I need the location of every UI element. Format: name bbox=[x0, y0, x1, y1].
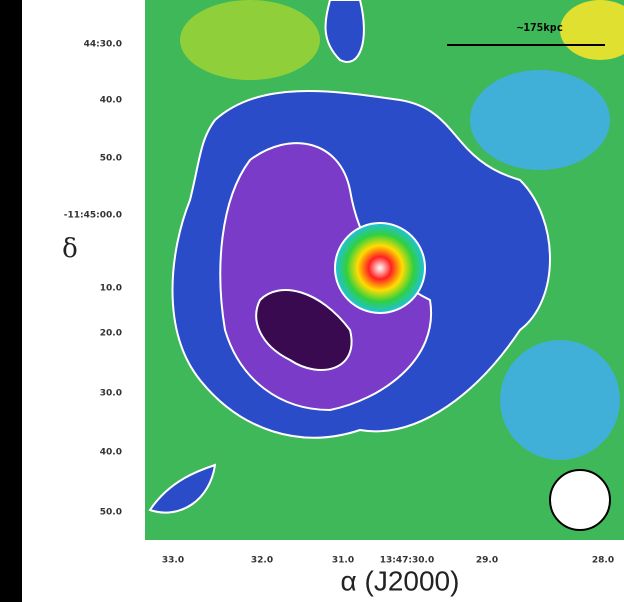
y-ticks: 44:30.0 40.0 50.0 -11:45:00.0 10.0 20.0 30.0 40… bbox=[64, 40, 122, 518]
tick-label: 40.0 bbox=[100, 448, 122, 458]
tick-label: 50.0 bbox=[100, 508, 122, 518]
y-axis-label: δ bbox=[62, 234, 78, 264]
tick-label: 30.0 bbox=[100, 389, 122, 399]
patch bbox=[470, 70, 610, 170]
page: ~175kpc δ α (J2000) 44:30.0 40.0 50.0 -11:4… bbox=[0, 0, 624, 602]
tick-label: 32.0 bbox=[251, 556, 273, 566]
tick-label: 50.0 bbox=[100, 154, 122, 164]
tick-label: 44:30.0 bbox=[84, 40, 122, 50]
tick-label: 40.0 bbox=[100, 96, 122, 106]
tick-label: 33.0 bbox=[162, 556, 184, 566]
beam bbox=[550, 470, 610, 530]
tick-label: 29.0 bbox=[476, 556, 498, 566]
tick-label: 13:47:30.0 bbox=[380, 556, 434, 566]
peak-source bbox=[335, 223, 425, 313]
tick-label: 28.0 bbox=[592, 556, 614, 566]
map-image: ~175kpc bbox=[145, 0, 624, 540]
figure: ~175kpc δ α (J2000) 44:30.0 40.0 50.0 -11:4… bbox=[0, 0, 624, 602]
tick-label: 20.0 bbox=[100, 329, 122, 339]
tick-label: 10.0 bbox=[100, 284, 122, 294]
tick-label: 31.0 bbox=[332, 556, 354, 566]
x-axis-label: α (J2000) bbox=[341, 565, 460, 596]
scale-label: ~175kpc bbox=[517, 21, 563, 34]
left-strip bbox=[0, 0, 22, 602]
patch bbox=[180, 0, 320, 80]
patch bbox=[500, 340, 620, 460]
tick-label: -11:45:00.0 bbox=[64, 211, 122, 221]
x-ticks: 33.0 32.0 31.0 13:47:30.0 29.0 28.0 bbox=[162, 556, 614, 566]
